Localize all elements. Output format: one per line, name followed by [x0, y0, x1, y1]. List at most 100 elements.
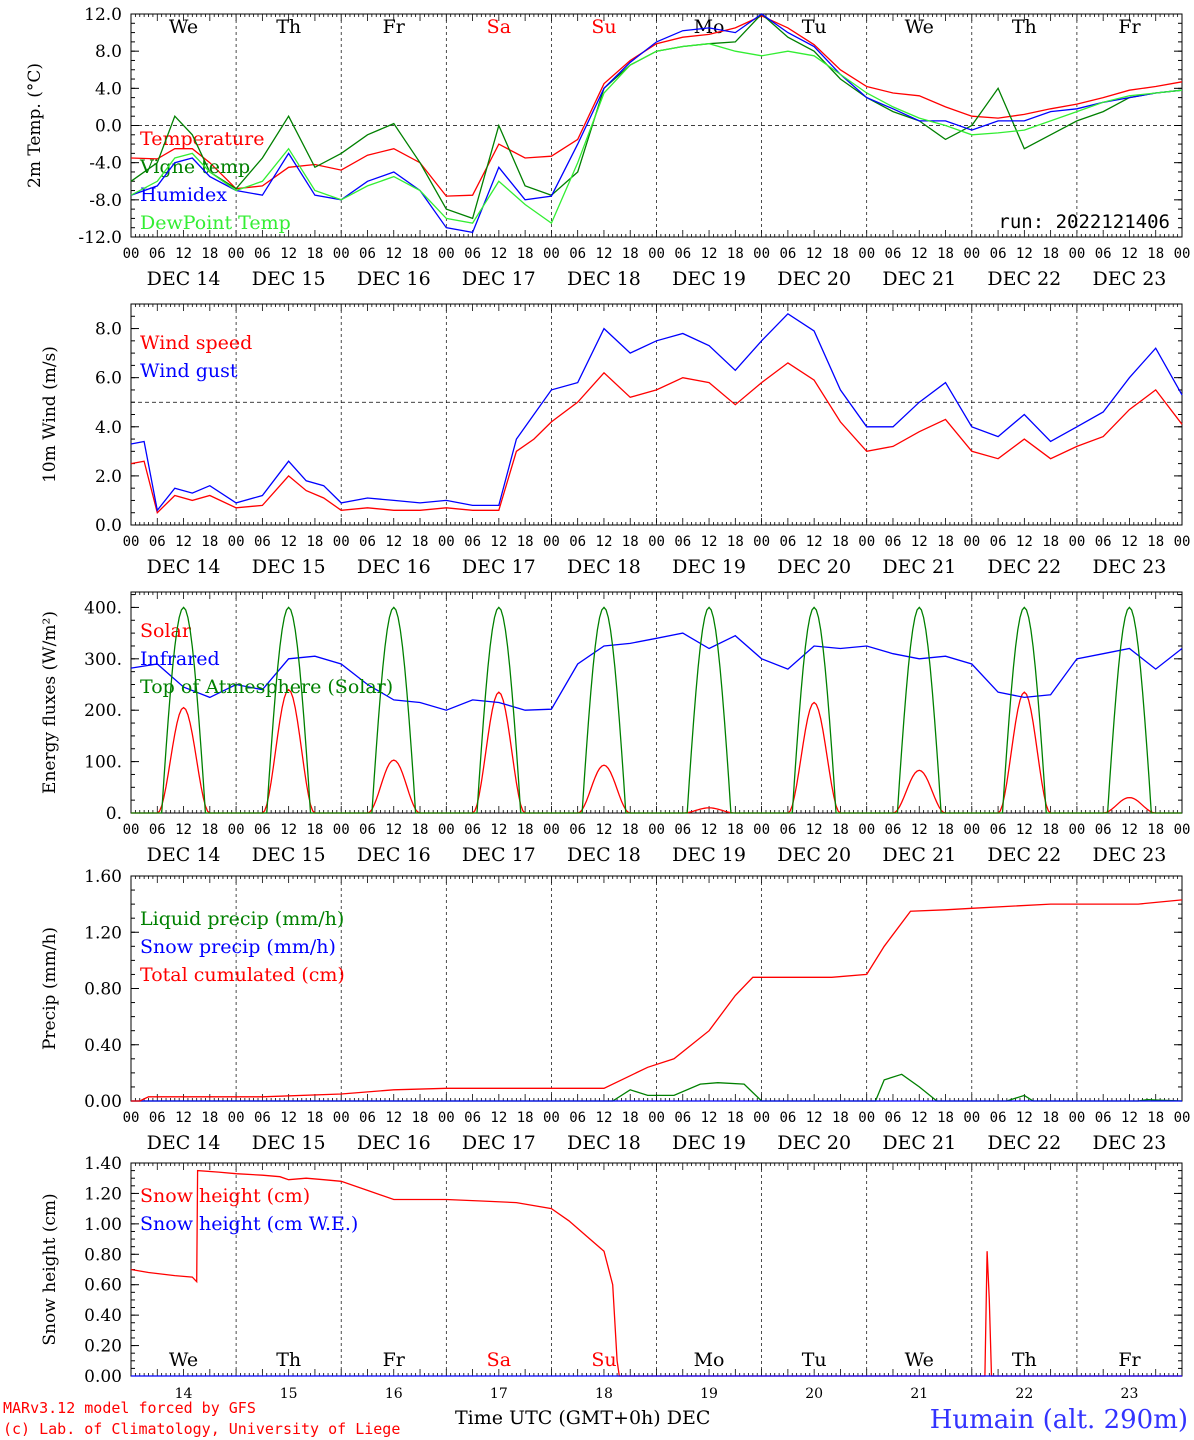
- hour-tick-label: 12: [911, 822, 928, 838]
- hour-tick-label: 00: [228, 246, 245, 262]
- hour-tick-label: 12: [385, 246, 402, 262]
- hour-tick-label: 12: [806, 822, 823, 838]
- date-label: DEC 22: [987, 268, 1061, 290]
- hour-tick-label: 12: [911, 246, 928, 262]
- hour-tick-label: 12: [701, 246, 718, 262]
- hour-tick-label: 00: [123, 246, 140, 262]
- y-tick-label: 400.: [84, 598, 122, 618]
- run-annotation: run: 2022121406: [998, 211, 1170, 233]
- day-of-week-label: Sa: [487, 1349, 511, 1371]
- day-of-week-label: Tu: [802, 16, 827, 38]
- date-label: DEC 17: [462, 844, 536, 866]
- hour-tick-label: 00: [543, 534, 560, 550]
- day-of-week-label: Fr: [383, 16, 406, 38]
- day-of-week-label: We: [905, 1349, 934, 1371]
- hour-tick-label: 00: [1068, 246, 1085, 262]
- date-label: DEC 15: [252, 1132, 326, 1154]
- day-of-week-label: Mo: [694, 1349, 725, 1371]
- hour-tick-label: 18: [201, 822, 218, 838]
- hour-tick-label: 00: [333, 1110, 350, 1126]
- hour-tick-label: 00: [228, 822, 245, 838]
- hour-tick-label: 06: [359, 1110, 376, 1126]
- hour-tick-label: 18: [622, 822, 639, 838]
- panel-1: -12.0 -8.0 -4.0 0.0 4.0 8.0 12.0 2m Temp. (°C) 0…: [25, 5, 1190, 290]
- y-tick-label: -4.0: [89, 154, 122, 174]
- hour-tick-label: 00: [1174, 1110, 1191, 1126]
- hour-tick-label: 06: [674, 246, 691, 262]
- y-tick-label: 6.0: [95, 369, 122, 389]
- series-line-blue: [130, 312, 1183, 512]
- day-number-label: 20: [805, 1386, 823, 1402]
- hour-tick-label: 12: [911, 534, 928, 550]
- hour-tick-label: 12: [385, 1110, 402, 1126]
- footer-credit: (c) Lab. of Climatology, University of L…: [3, 1420, 400, 1438]
- hour-tick-label: 18: [1147, 822, 1164, 838]
- hour-tick-label: 18: [306, 822, 323, 838]
- date-label: DEC 15: [252, 556, 326, 578]
- panel-3: 0. 100. 200. 300. 400. Energy fluxes (W/m²) 00…: [40, 591, 1190, 866]
- hour-tick-label: 12: [280, 534, 297, 550]
- hour-tick-label: 00: [438, 534, 455, 550]
- date-label: DEC 17: [462, 556, 536, 578]
- day-of-week-label: Th: [276, 16, 301, 38]
- hour-tick-label: 06: [885, 1110, 902, 1126]
- hour-tick-label: 18: [306, 1110, 323, 1126]
- hour-tick-label: 00: [333, 534, 350, 550]
- hour-tick-label: 00: [1068, 1110, 1085, 1126]
- date-label: DEC 14: [147, 268, 221, 290]
- legend-entry: Solar: [140, 620, 192, 642]
- date-label: DEC 23: [1093, 268, 1167, 290]
- legend-entry: Snow height (cm W.E.): [140, 1213, 358, 1235]
- hour-tick-label: 06: [464, 822, 481, 838]
- hour-tick-label: 18: [727, 246, 744, 262]
- day-of-week-label: Th: [1012, 1349, 1037, 1371]
- hour-tick-label: 00: [648, 246, 665, 262]
- hour-tick-label: 18: [832, 1110, 849, 1126]
- hour-tick-label: 18: [412, 822, 429, 838]
- day-of-week-label: Th: [1012, 16, 1037, 38]
- date-label: DEC 17: [462, 1132, 536, 1154]
- day-number-label: 22: [1015, 1386, 1033, 1402]
- date-label: DEC 17: [462, 268, 536, 290]
- y-tick-label: 0.: [106, 804, 122, 824]
- y-tick-label: 0.40: [84, 1306, 122, 1326]
- hour-tick-label: 18: [1147, 246, 1164, 262]
- panel-2: 0.0 2.0 4.0 6.0 8.0 10m Wind (m/s) 00 06 12 18 DEC…: [40, 303, 1190, 578]
- hour-tick-label: 00: [753, 246, 770, 262]
- hour-tick-label: 18: [1147, 534, 1164, 550]
- date-label: DEC 18: [567, 556, 641, 578]
- x-axis-label: Time UTC (GMT+0h) DEC: [455, 1407, 710, 1429]
- hour-tick-label: 06: [254, 1110, 271, 1126]
- hour-tick-label: 18: [1147, 1110, 1164, 1126]
- hour-tick-label: 18: [727, 534, 744, 550]
- hour-tick-label: 18: [937, 246, 954, 262]
- day-of-week-label: Fr: [1118, 16, 1141, 38]
- date-label: DEC 21: [882, 556, 956, 578]
- hour-tick-label: 00: [753, 1110, 770, 1126]
- hour-tick-label: 00: [228, 534, 245, 550]
- hour-tick-label: 18: [832, 822, 849, 838]
- hour-tick-label: 18: [622, 246, 639, 262]
- series-line-green: [131, 1073, 1183, 1102]
- hour-tick-label: 00: [753, 822, 770, 838]
- day-number-label: 21: [910, 1386, 928, 1402]
- hour-tick-label: 12: [1016, 534, 1033, 550]
- date-label: DEC 22: [987, 1132, 1061, 1154]
- hour-tick-label: 00: [123, 1110, 140, 1126]
- date-label: DEC 19: [672, 1132, 746, 1154]
- hour-tick-label: 18: [832, 534, 849, 550]
- hour-tick-label: 06: [464, 534, 481, 550]
- hour-tick-label: 06: [1095, 534, 1112, 550]
- hour-tick-label: 12: [1016, 822, 1033, 838]
- hour-tick-label: 18: [937, 1110, 954, 1126]
- hour-tick-label: 18: [517, 246, 534, 262]
- date-label: DEC 22: [987, 844, 1061, 866]
- y-tick-label: 0.0: [95, 117, 122, 137]
- hour-tick-label: 06: [569, 1110, 586, 1126]
- hour-tick-label: 18: [201, 1110, 218, 1126]
- hour-tick-label: 06: [1095, 1110, 1112, 1126]
- date-label: DEC 23: [1093, 556, 1167, 578]
- hour-tick-label: 18: [832, 246, 849, 262]
- hour-tick-label: 06: [359, 534, 376, 550]
- hour-tick-label: 06: [359, 822, 376, 838]
